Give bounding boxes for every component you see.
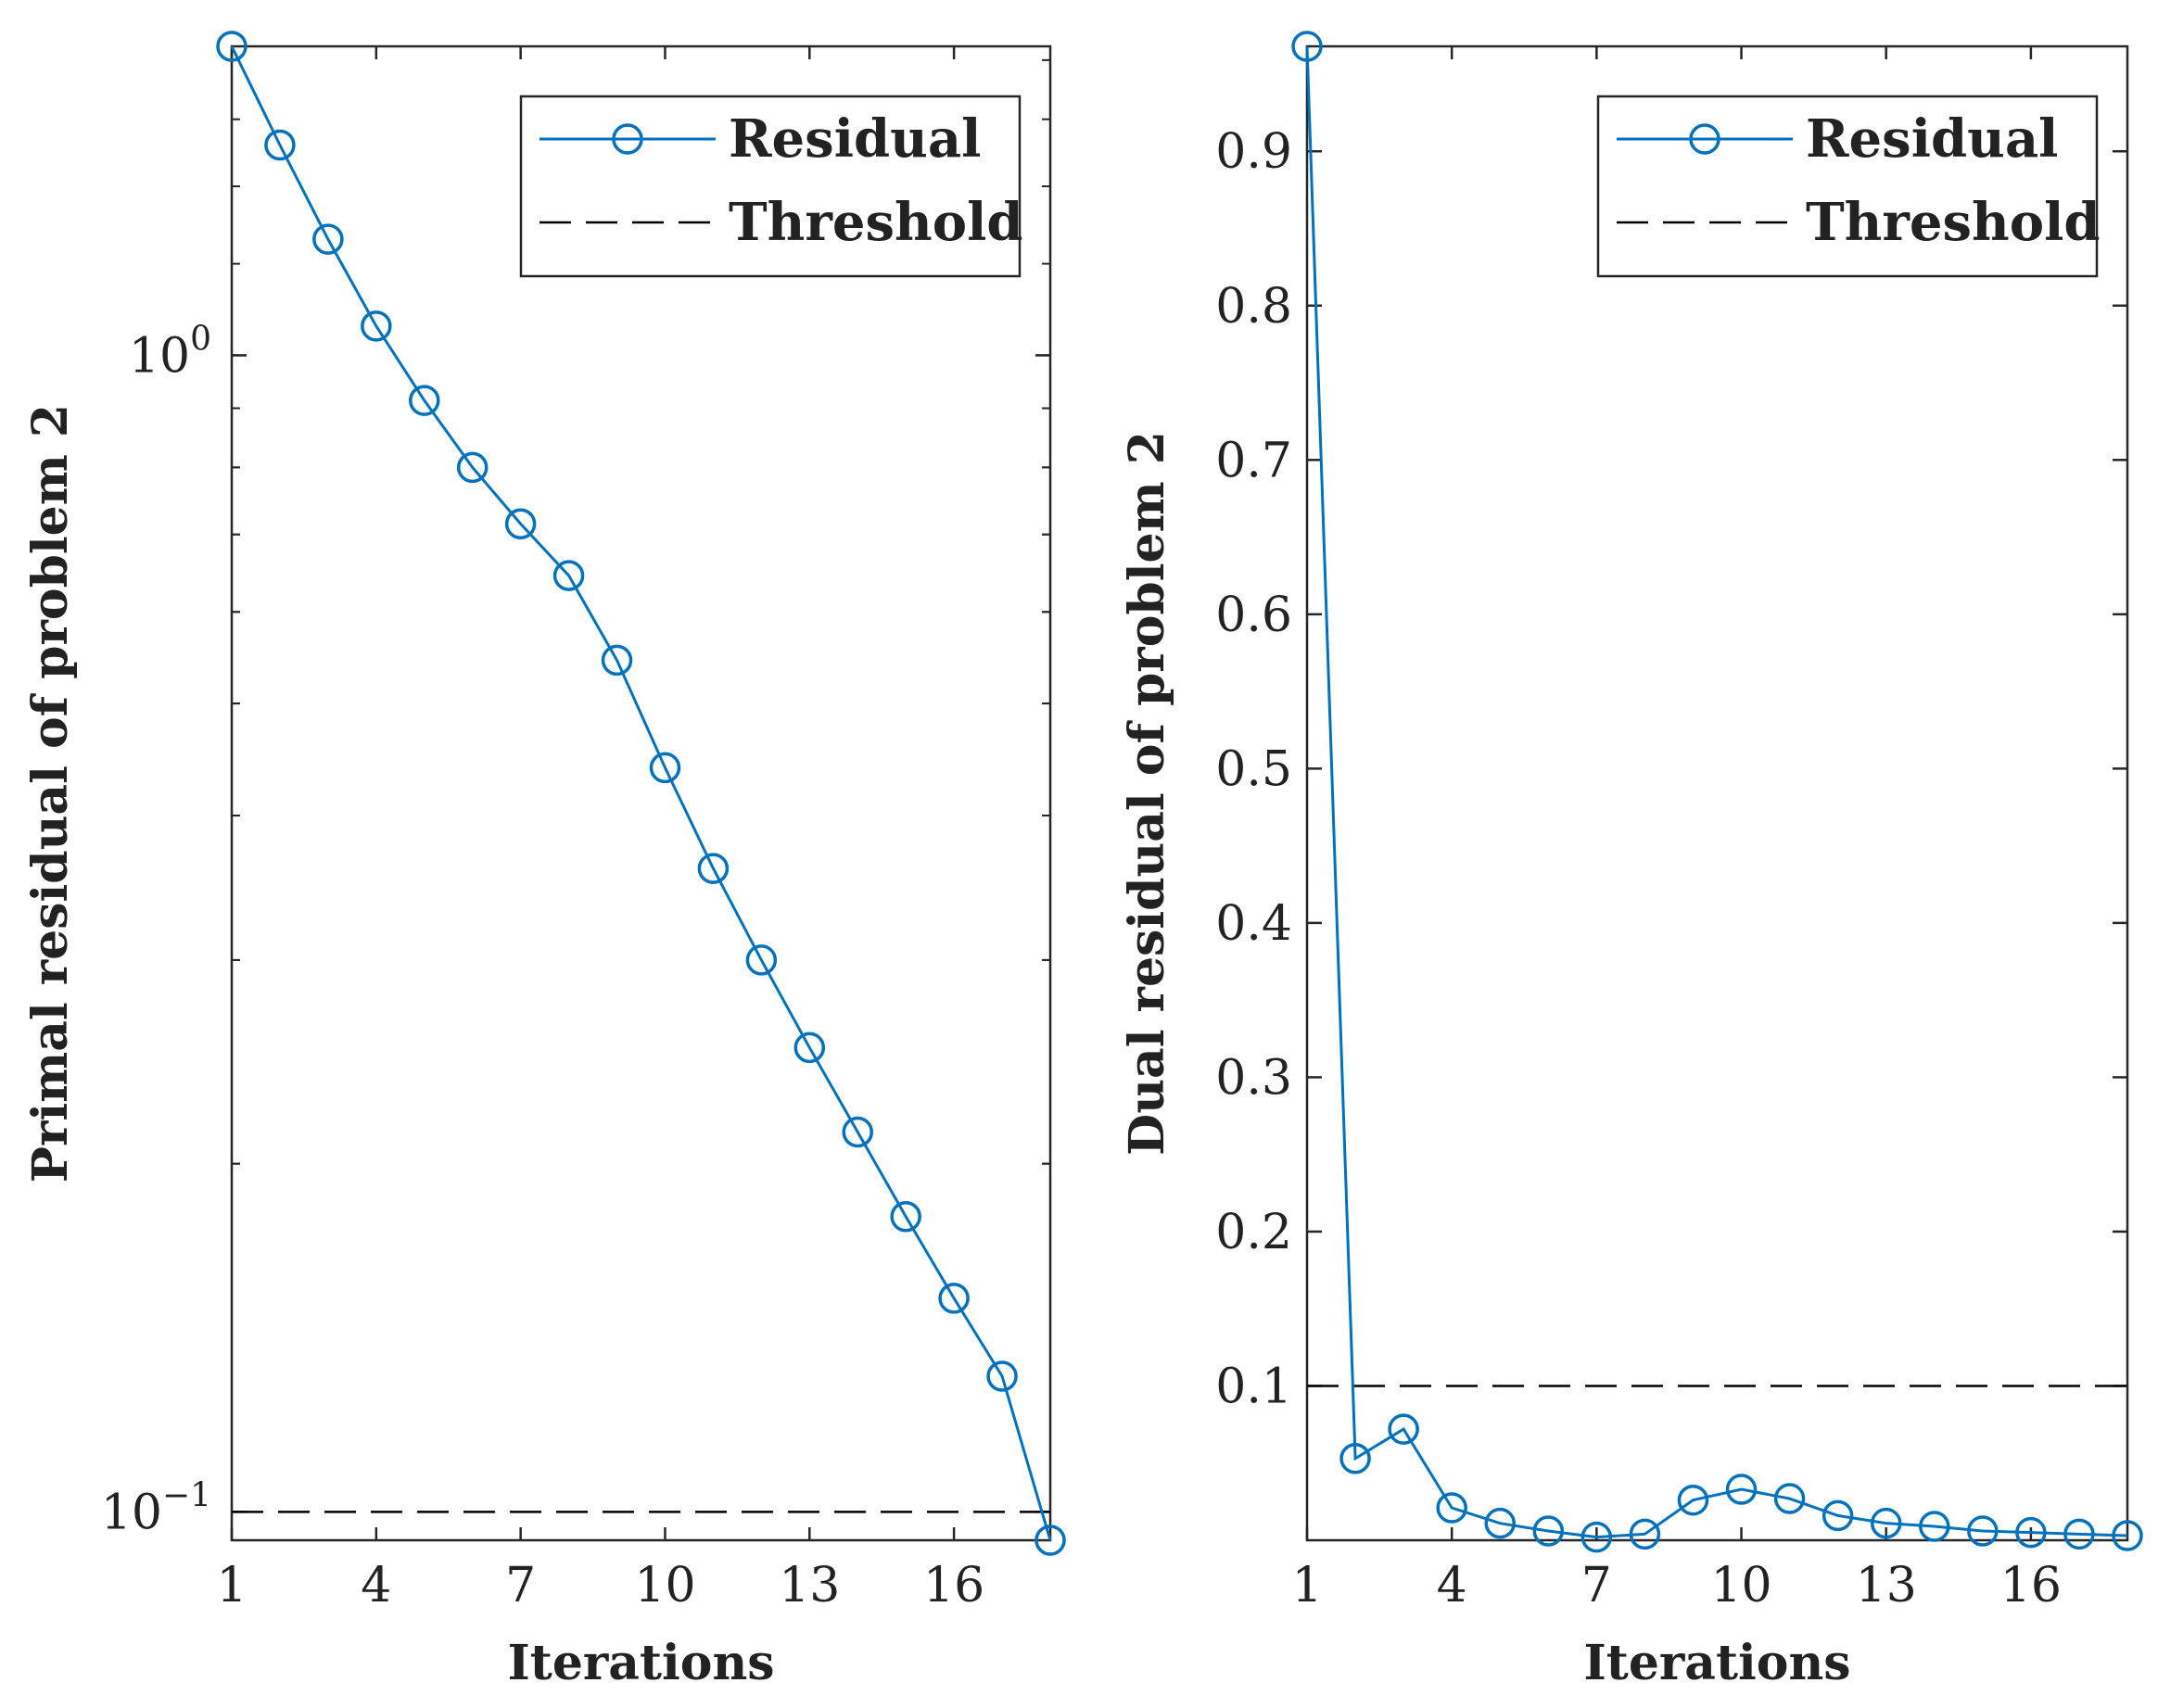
x-tick-label: 10 xyxy=(1710,1558,1771,1613)
y-axis-label: Primal residual of problem 2 xyxy=(22,404,79,1183)
y-tick-base: 10 xyxy=(101,1485,162,1540)
residual-point xyxy=(649,752,681,784)
residual-point xyxy=(456,451,489,484)
residual-point xyxy=(1870,1507,1902,1539)
residual-line xyxy=(230,45,1052,1541)
legend: Residual Threshold xyxy=(1596,95,2101,278)
x-tick-label: 1 xyxy=(216,1558,247,1613)
y-tick-label: 0.1 xyxy=(1215,1359,1292,1414)
residual-point xyxy=(1339,1442,1371,1474)
legend-label-threshold: Threshold xyxy=(729,192,1023,253)
residual-point xyxy=(2063,1518,2095,1550)
residual-point xyxy=(216,31,248,62)
x-tick-label: 4 xyxy=(361,1558,391,1613)
y-tick-label: 0.4 xyxy=(1215,896,1292,952)
y-tick-label: 0.6 xyxy=(1215,588,1292,643)
residual-point xyxy=(552,560,585,591)
legend-residual-marker xyxy=(1689,123,1720,155)
x-tick-label: 13 xyxy=(1856,1558,1917,1613)
residual-point xyxy=(361,310,392,342)
y-tick-exponent: −1 xyxy=(162,1476,211,1514)
residual-point xyxy=(504,508,537,539)
residual-point xyxy=(264,129,296,161)
residual-point xyxy=(1436,1492,1467,1524)
residual-point xyxy=(1677,1484,1709,1516)
y-tick-label: 0.2 xyxy=(1215,1205,1292,1260)
y-tick-exponent: 0 xyxy=(190,320,211,358)
legend-residual-marker xyxy=(612,123,643,155)
residual-point xyxy=(745,944,778,976)
residual-point xyxy=(1484,1507,1516,1539)
y-tick-label: 100 xyxy=(129,320,211,384)
x-axis-label: Iterations xyxy=(507,1635,774,1691)
x-tick-label: 7 xyxy=(1581,1558,1612,1613)
legend-label-residual: Residual xyxy=(1806,108,2058,170)
residual-point xyxy=(1822,1499,1854,1532)
x-tick-label: 1 xyxy=(1291,1558,1322,1613)
y-tick-label: 10−1 xyxy=(101,1476,211,1540)
legend-label-residual: Residual xyxy=(729,108,981,170)
y-axis-label: Dual residual of problem 2 xyxy=(1119,431,1175,1156)
residual-point xyxy=(697,853,730,884)
x-tick-label: 7 xyxy=(505,1558,536,1613)
residual-point xyxy=(2015,1516,2047,1549)
axes-box xyxy=(230,44,1052,1542)
residual-point xyxy=(1725,1474,1758,1505)
x-tick-label: 13 xyxy=(779,1558,840,1613)
residual-point xyxy=(1629,1518,1661,1550)
x-tick-label: 16 xyxy=(923,1558,984,1613)
residual-point xyxy=(1388,1413,1419,1445)
residual-point xyxy=(1580,1521,1613,1553)
legend: Residual Threshold xyxy=(519,95,1023,278)
y-tick-label: 0.9 xyxy=(1215,124,1292,180)
residual-point xyxy=(601,644,633,677)
residual-point xyxy=(1773,1483,1806,1514)
residual-point xyxy=(1291,31,1323,62)
residual-point xyxy=(890,1201,921,1233)
residual-point xyxy=(1532,1515,1565,1547)
axes-box xyxy=(1305,44,2129,1542)
x-tick-label: 4 xyxy=(1437,1558,1467,1613)
x-axis-label: Iterations xyxy=(1583,1635,1850,1691)
residual-point xyxy=(1035,1525,1066,1556)
y-tick-label: 0.7 xyxy=(1215,433,1292,488)
chart-panel-2: 1 4 7 10 13 16 0.1 0.2 0.3 0.4 0.5 0.6 0.7 0.8 0.9 Iter… xyxy=(1119,31,2143,1691)
x-tick-label: 10 xyxy=(634,1558,695,1613)
residual-point xyxy=(1967,1515,1999,1547)
x-tick-label: 16 xyxy=(2000,1558,2062,1613)
residual-point xyxy=(312,223,344,255)
residual-point xyxy=(409,385,440,416)
y-tick-label: 0.3 xyxy=(1215,1050,1292,1106)
legend-box xyxy=(519,95,1022,278)
y-tick-label: 0.5 xyxy=(1215,741,1292,797)
legend-box xyxy=(1596,95,2099,278)
residual-point xyxy=(2112,1520,2143,1551)
y-tick-base: 10 xyxy=(129,328,190,384)
legend-label-threshold: Threshold xyxy=(1806,192,2101,253)
residual-point xyxy=(986,1360,1018,1392)
residual-point xyxy=(1919,1511,1950,1542)
residual-point xyxy=(793,1031,826,1064)
y-tick-label: 0.8 xyxy=(1215,279,1292,335)
residual-point xyxy=(938,1283,970,1314)
residual-point xyxy=(842,1116,873,1148)
